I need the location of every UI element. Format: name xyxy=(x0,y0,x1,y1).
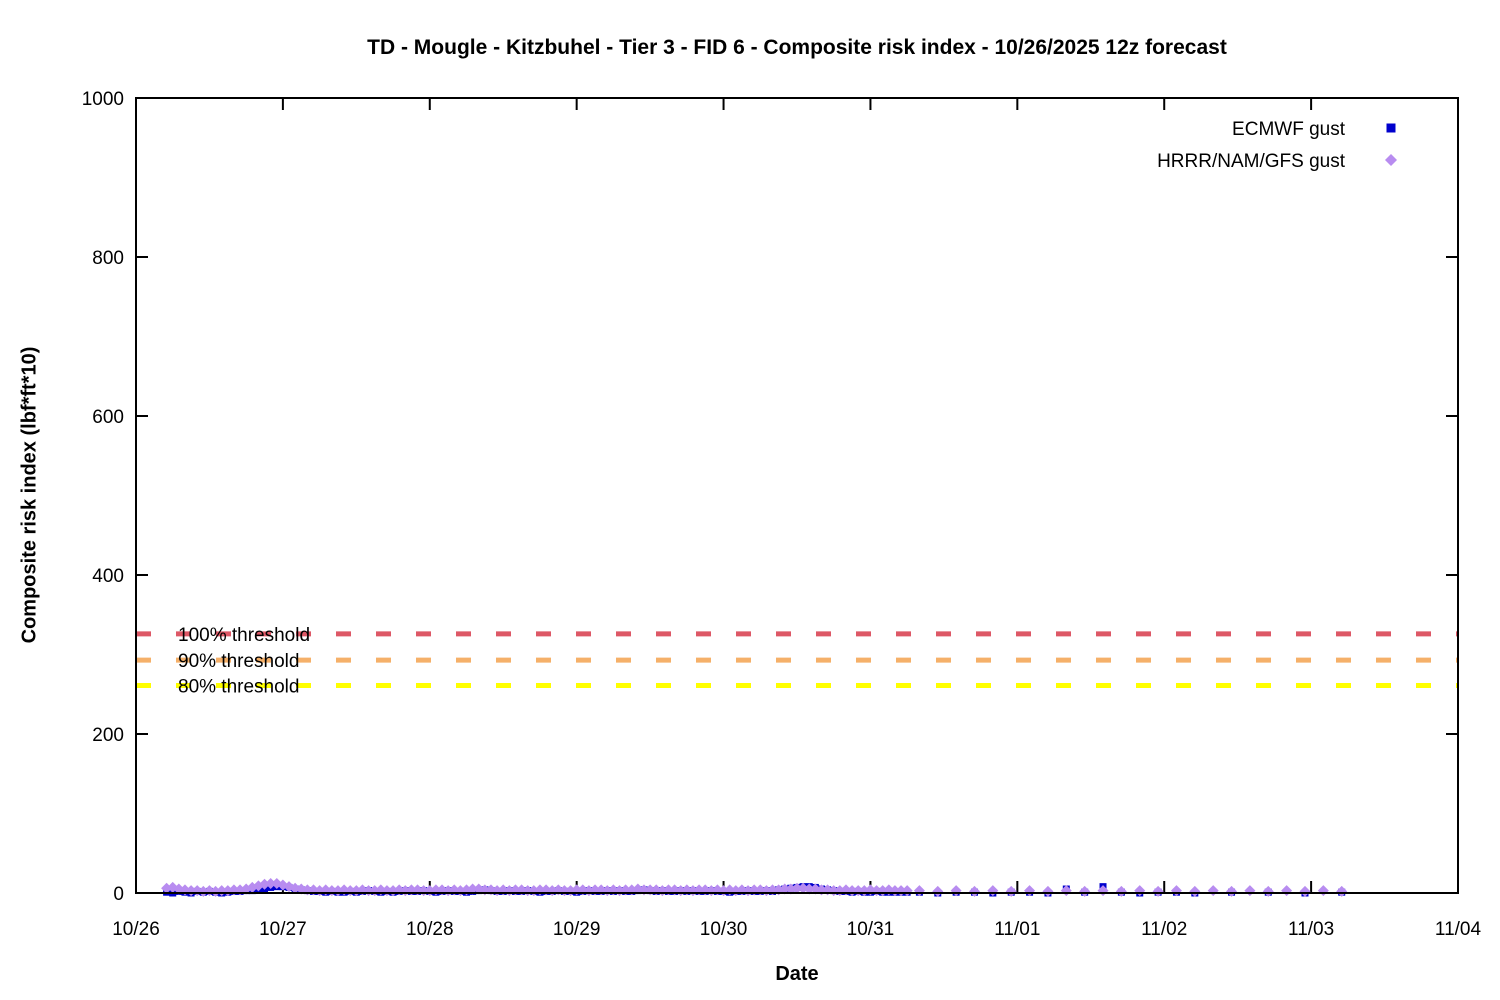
y-tick-label: 200 xyxy=(92,725,124,746)
data-point-hrrr xyxy=(1189,885,1201,897)
data-point-hrrr xyxy=(1024,885,1036,897)
data-point-hrrr xyxy=(987,885,999,897)
x-tick-label: 10/26 xyxy=(112,919,160,940)
data-point-hrrr xyxy=(1226,885,1238,897)
data-point-hrrr xyxy=(1060,885,1072,897)
x-tick-label: 10/30 xyxy=(700,919,748,940)
data-point-hrrr xyxy=(779,883,791,895)
data-point-hrrr xyxy=(1042,885,1054,897)
threshold-label: 90% threshold xyxy=(178,651,299,672)
data-point-hrrr xyxy=(968,885,980,897)
x-tick-label: 11/02 xyxy=(1141,919,1187,940)
data-point-hrrr xyxy=(932,885,944,897)
data-point-hrrr xyxy=(1281,885,1293,897)
y-tick-label: 400 xyxy=(92,566,124,587)
y-tick-label: 1000 xyxy=(82,89,124,110)
legend-marker-diamond xyxy=(1385,154,1397,166)
chart-title: TD - Mougle - Kitzbuhel - Tier 3 - FID 6… xyxy=(367,36,1227,59)
x-tick-label: 10/29 xyxy=(553,919,601,940)
data-point-hrrr xyxy=(1336,885,1348,897)
data-point-hrrr xyxy=(803,883,815,895)
threshold-label: 100% threshold xyxy=(178,625,310,646)
data-point-hrrr xyxy=(1207,885,1219,897)
x-tick-label: 10/27 xyxy=(259,919,307,940)
y-tick-label: 600 xyxy=(92,407,124,428)
data-point-hrrr xyxy=(791,882,803,894)
data-point-hrrr xyxy=(950,885,962,897)
data-point-hrrr xyxy=(1244,885,1256,897)
data-point-hrrr xyxy=(913,885,925,897)
legend-label: ECMWF gust xyxy=(1232,119,1346,140)
data-point-hrrr xyxy=(246,881,258,893)
x-tick-label: 11/04 xyxy=(1435,919,1482,940)
y-axis-label: Composite risk index (lbf*ft*10) xyxy=(18,346,41,644)
x-axis-label: Date xyxy=(775,963,819,985)
data-point-hrrr xyxy=(1134,885,1146,897)
data-point-hrrr xyxy=(265,877,277,889)
x-tick-label: 10/28 xyxy=(406,919,454,940)
data-point-hrrr xyxy=(467,883,479,895)
data-point-hrrr xyxy=(1115,885,1127,897)
legend-label: HRRR/NAM/GFS gust xyxy=(1157,151,1346,172)
y-tick-label: 800 xyxy=(92,248,124,269)
threshold-label: 80% threshold xyxy=(178,677,299,698)
data-point-hrrr xyxy=(1097,885,1109,897)
data-point-hrrr xyxy=(1005,885,1017,897)
legend-marker-square xyxy=(1386,123,1396,133)
data-point-hrrr xyxy=(1299,885,1311,897)
x-tick-label: 10/31 xyxy=(847,919,895,940)
data-point-hrrr xyxy=(1079,885,1091,897)
data-point-hrrr xyxy=(1152,885,1164,897)
x-tick-label: 11/01 xyxy=(994,919,1040,940)
y-tick-label: 0 xyxy=(113,884,124,905)
data-point-hrrr xyxy=(1262,885,1274,897)
x-tick-label: 11/03 xyxy=(1288,919,1334,940)
data-point-hrrr xyxy=(1317,885,1329,897)
plot-border xyxy=(135,97,1459,894)
data-point-hrrr xyxy=(1170,885,1182,897)
